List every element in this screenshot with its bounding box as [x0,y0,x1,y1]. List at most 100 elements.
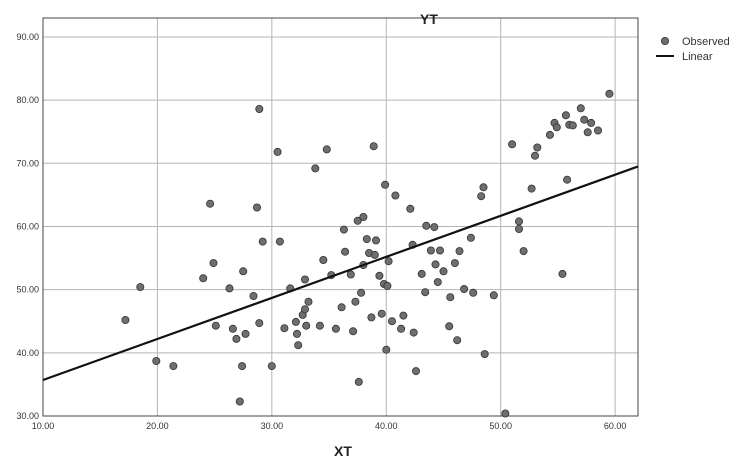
observed-point [249,291,258,300]
observed-point [169,362,178,371]
observed-point [302,321,311,330]
tick-labels: 10.00 20.00 30.00 40.00 50.00 60.00 30.00 40.00… [16,32,626,431]
observed-point [508,140,517,149]
observed-point [349,327,358,336]
x-tick-label: 40.00 [375,421,398,431]
observed-point [362,235,371,244]
observed-point [294,341,303,350]
observed-point [353,216,362,225]
observed-point [533,143,542,152]
observed-point [209,259,218,268]
observed-point [357,288,366,297]
observed-point [371,236,380,245]
observed-point [359,212,368,221]
observed-point [430,223,439,232]
observed-point [319,255,328,264]
observed-point [239,267,248,276]
observed-point [252,203,261,212]
observed-point [435,246,444,255]
observed-point [489,291,498,300]
observed-point [422,221,431,230]
observed-point [453,336,462,345]
observed-point [477,192,486,201]
observed-point [206,199,215,208]
observed-point [409,328,418,337]
observed-point [383,281,392,290]
observed-point [460,284,469,293]
plot-frame [42,17,639,417]
observed-point [450,259,459,268]
observed-point [576,104,585,113]
observed-point [341,247,350,256]
observed-point [211,321,220,330]
observed-point [228,324,237,333]
y-tick-label: 90.00 [16,32,39,42]
observed-point [445,322,454,331]
legend: Observed Linear [656,36,730,63]
observed-point [583,128,592,137]
observed-point [311,164,320,173]
observed-point [411,367,420,376]
observed-point [561,111,570,120]
observed-point [346,270,355,279]
observed-point [351,297,360,306]
observed-point [235,397,244,406]
observed-point [255,319,264,328]
legend-observed-label: Observed [682,36,730,48]
y-tick-label: 60.00 [16,221,39,231]
observed-point [300,305,309,314]
observed-points [121,89,614,418]
observed-point [367,313,376,322]
observed-point [387,317,396,326]
observed-point [369,142,378,151]
observed-point [225,284,234,293]
observed-point [354,377,363,386]
observed-point [300,275,309,284]
grid-layer [43,18,638,416]
observed-point [331,324,340,333]
observed-point [258,237,267,246]
observed-point [446,293,455,302]
observed-point [381,180,390,189]
observed-point [480,350,489,359]
observed-point [531,151,540,160]
observed-point [433,278,442,287]
x-tick-label: 50.00 [489,421,512,431]
x-tick-label: 60.00 [604,421,627,431]
observed-point [315,321,324,330]
observed-point [605,89,614,98]
observed-point [238,362,247,371]
observed-point [568,121,577,130]
observed-point [199,274,208,283]
observed-point [280,324,289,333]
observed-point [455,247,464,256]
observed-point [339,225,348,234]
y-tick-label: 30.00 [16,411,39,421]
observed-point [337,303,346,312]
observed-point [384,257,393,266]
observed-point [370,250,379,259]
observed-point [587,118,596,127]
y-tick-label: 40.00 [16,348,39,358]
observed-point [466,233,475,242]
observed-point [426,246,435,255]
x-tick-label: 10.00 [32,421,55,431]
linear-fit [42,165,639,382]
observed-point [545,130,554,139]
observed-point [594,126,603,135]
y-tick-label: 50.00 [16,285,39,295]
observed-point [469,288,478,297]
observed-point [322,145,331,154]
observed-point [275,237,284,246]
observed-point [304,297,313,306]
observed-point [136,283,145,292]
y-tick-label: 70.00 [16,158,39,168]
observed-point [121,315,130,324]
observed-point [391,191,400,200]
observed-point [255,105,264,114]
observed-point [563,175,572,184]
observed-point [558,269,567,278]
observed-point [382,345,391,354]
observed-point [431,260,440,269]
